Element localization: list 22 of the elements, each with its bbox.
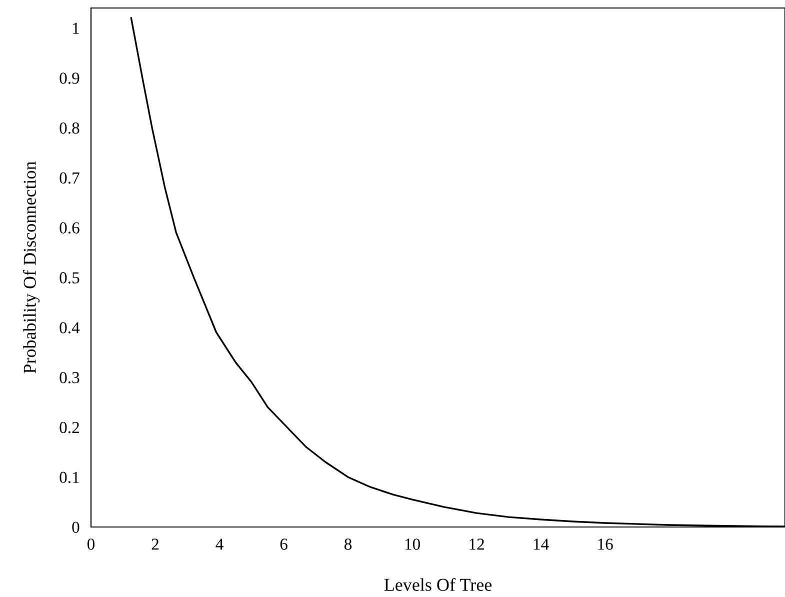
x-tick-label: 4 [216,538,224,550]
y-tick-label: 0.4 [60,322,80,334]
x-tick-label: 2 [152,538,159,550]
x-tick-label: 16 [598,538,613,550]
y-tick-label: 0.6 [60,222,80,234]
x-tick-label: 10 [405,538,420,550]
y-tick-label: 0.2 [60,422,79,434]
y-tick-label: 0.8 [60,122,80,134]
y-axis-title: Probability Of Disconnection [23,161,40,374]
x-tick-label: 8 [344,538,352,550]
x-tick-label: 12 [470,538,484,550]
x-tick-label: 14 [534,538,549,550]
y-tick-label: 0.3 [60,372,80,384]
y-tick-label: 0 [72,522,80,533]
x-axis-title: Levels Of Tree [384,578,492,591]
y-tick-label: 0.5 [60,272,80,284]
y-tick-label: 0.1 [60,472,79,484]
x-tick-label: 0 [87,538,95,550]
x-tick-label: 6 [280,538,288,550]
y-tick-label: 0.7 [60,172,80,184]
y-tick-label: 0.9 [60,72,80,84]
y-tick-label: 1 [73,22,79,34]
